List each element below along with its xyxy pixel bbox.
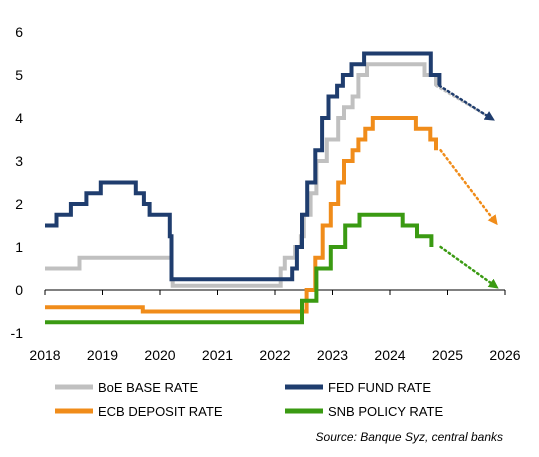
boe-base-rate-line (45, 62, 438, 288)
y-axis-tick-labels: -1 0 1 2 3 4 5 6 (11, 24, 24, 341)
x-tick-label: 2024 (374, 347, 405, 363)
x-tick-label: 2019 (87, 347, 118, 363)
series-lines (45, 51, 442, 325)
snb-policy-rate-forecast-arrow (439, 245, 499, 289)
legend-label-ecb-deposit-rate: ECB DEPOSIT RATE (98, 404, 223, 419)
source-note: Source: Banque Syz, central banks (316, 430, 503, 444)
y-tick-label: 2 (15, 196, 23, 212)
x-tick-label: 2020 (144, 347, 175, 363)
y-tick-label: 1 (15, 239, 23, 255)
y-tick-label: 3 (15, 153, 23, 169)
y-tick-label: -1 (11, 325, 24, 341)
fed-fund-rate-forecast-arrow (438, 84, 495, 121)
legend-label-snb-policy-rate: SNB POLICY RATE (328, 404, 443, 419)
axis-lines (44, 289, 506, 295)
forecast-arrows (434, 84, 499, 289)
x-tick-label: 2026 (489, 347, 520, 363)
x-tick-label: 2023 (317, 347, 348, 363)
x-tick-label: 2025 (432, 347, 463, 363)
snb-policy-rate-line (45, 212, 434, 325)
y-tick-label: 6 (15, 24, 23, 40)
y-tick-label: 0 (15, 282, 23, 298)
legend: BoE BASE RATE FED FUND RATE ECB DEPOSIT RA… (55, 380, 443, 419)
y-tick-label: 5 (15, 67, 23, 83)
legend-label-fed-fund-rate: FED FUND RATE (328, 380, 431, 395)
x-tick-label: 2021 (202, 347, 233, 363)
ecb-deposit-rate-line (45, 116, 438, 314)
fed-fund-rate-line (45, 51, 442, 282)
x-tick-label: 2018 (29, 347, 60, 363)
y-tick-label: 4 (15, 110, 23, 126)
x-tick-label: 2022 (259, 347, 290, 363)
ecb-deposit-rate-forecast-arrow (439, 149, 498, 226)
legend-label-boe-base-rate: BoE BASE RATE (98, 380, 199, 395)
x-axis-tick-labels: 2018 2019 2020 2021 2022 2023 2024 2025 2026 (29, 347, 520, 363)
boe-base-rate-forecast-arrow (434, 84, 495, 121)
